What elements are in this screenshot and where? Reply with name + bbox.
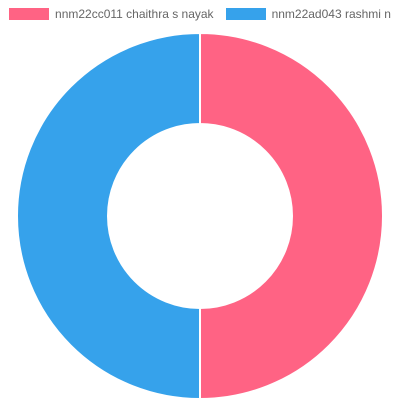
donut-slice-2[interactable]	[17, 33, 200, 399]
donut-slice-1[interactable]	[200, 33, 383, 399]
